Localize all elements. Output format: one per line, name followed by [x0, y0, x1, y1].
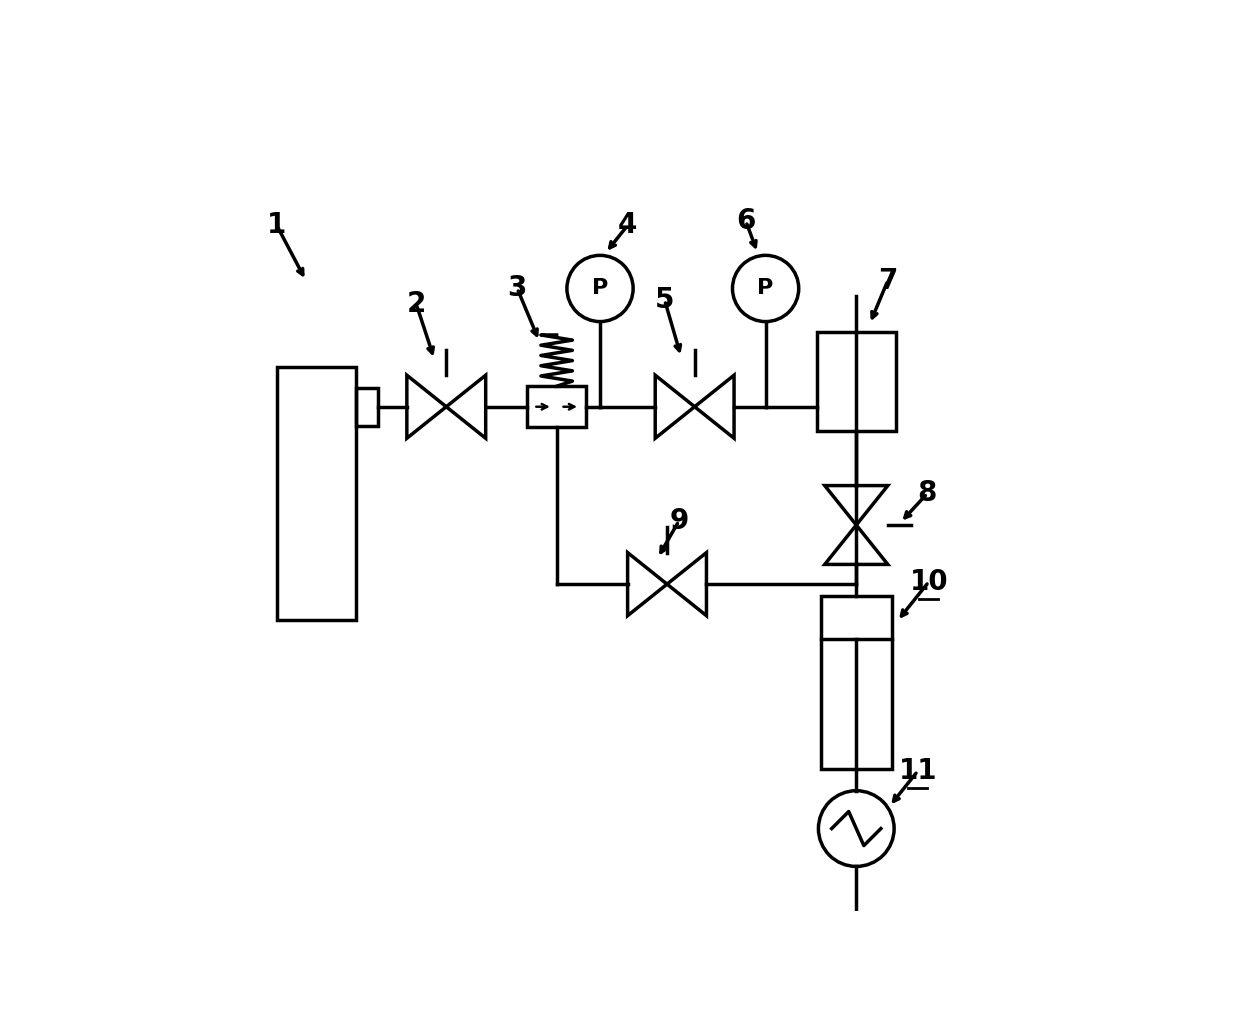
Text: 10: 10	[909, 567, 949, 596]
Text: 7: 7	[878, 266, 898, 295]
Text: 6: 6	[737, 208, 755, 236]
Text: 2: 2	[407, 290, 427, 318]
Text: 5: 5	[655, 287, 675, 314]
Text: 9: 9	[670, 507, 688, 536]
Text: 11: 11	[899, 757, 937, 785]
Bar	[817, 332, 895, 431]
Text: 4: 4	[618, 211, 637, 240]
Bar	[821, 596, 892, 769]
Text: 1: 1	[267, 211, 286, 240]
Text: P: P	[591, 279, 608, 298]
Bar	[356, 388, 378, 426]
Text: 8: 8	[918, 479, 937, 508]
Bar	[277, 368, 356, 620]
Text: 3: 3	[507, 274, 527, 302]
Bar	[527, 386, 587, 427]
Text: P: P	[758, 279, 774, 298]
